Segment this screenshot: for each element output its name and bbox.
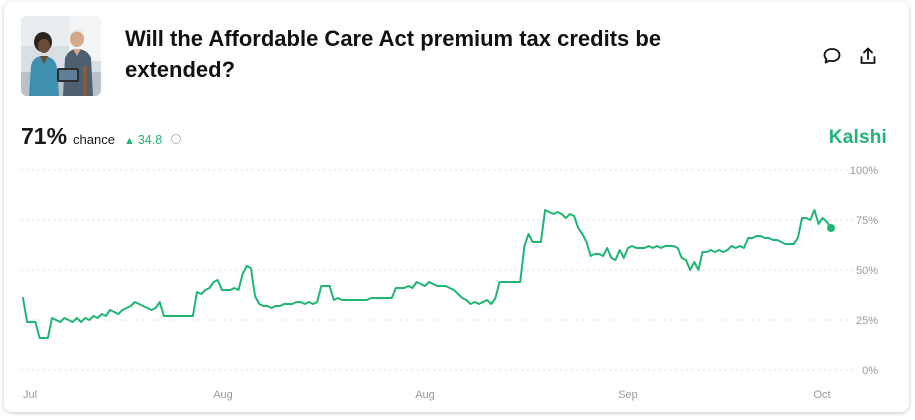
market-card: Will the Affordable Care Act premium tax… — [4, 2, 909, 412]
x-tick-label: Sep — [618, 389, 638, 401]
share-button[interactable] — [857, 45, 879, 67]
x-tick-label: Jul — [23, 389, 37, 401]
probability-chart: 100% 75% 50% 25% 0% Jul Aug Aug Sep Oct — [21, 165, 878, 401]
probability-summary: 71% chance ▲ 34.8 — [21, 123, 182, 153]
chance-label: chance — [73, 132, 115, 147]
current-value-dot — [827, 224, 835, 232]
info-icon[interactable] — [171, 134, 182, 144]
comment-bubble-icon — [823, 48, 841, 64]
y-tick-label: 50% — [856, 265, 878, 277]
triangle-up-icon: ▲ — [123, 135, 135, 147]
share-icon — [860, 47, 876, 64]
market-thumbnail-image — [21, 16, 101, 96]
comment-button[interactable] — [821, 45, 843, 67]
kalshi-logo[interactable]: Kalshi — [828, 127, 887, 148]
market-title: Will the Affordable Care Act premium tax… — [125, 26, 662, 82]
x-tick-label: Aug — [415, 389, 435, 401]
y-tick-label: 0% — [862, 365, 878, 377]
probability-change: ▲ 34.8 — [124, 133, 162, 147]
probability-change-value: 34.8 — [137, 133, 163, 147]
probability-value: 71% — [21, 123, 68, 149]
y-tick-label: 75% — [856, 215, 878, 227]
doctor-patient-illustration — [21, 16, 101, 96]
y-tick-label: 25% — [856, 315, 878, 327]
x-tick-label: Oct — [813, 389, 830, 401]
y-tick-label: 100% — [850, 165, 878, 177]
series-line — [22, 209, 832, 339]
x-tick-label: Aug — [213, 389, 233, 401]
